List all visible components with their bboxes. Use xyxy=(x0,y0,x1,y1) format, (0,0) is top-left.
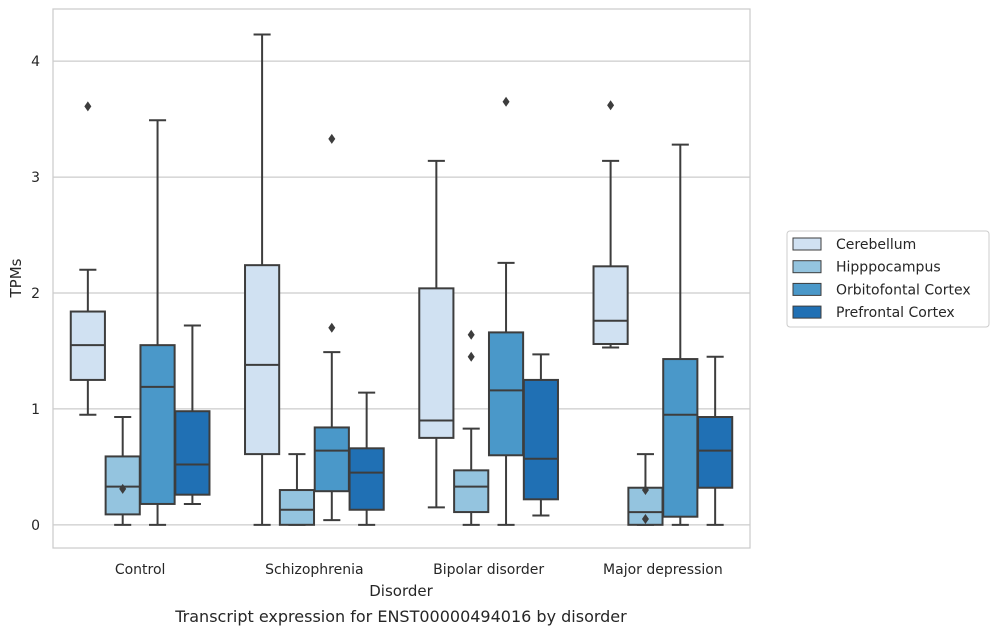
x-tick-label: Major depression xyxy=(603,562,723,578)
box xyxy=(418,287,455,439)
outlier-marker xyxy=(641,485,649,496)
outlier-marker xyxy=(84,101,92,112)
box-group xyxy=(453,329,490,526)
y-tick-label: 0 xyxy=(31,518,40,534)
legend-swatch xyxy=(792,237,822,251)
box xyxy=(487,331,525,457)
legend-label: Orbitofontal Cortex xyxy=(836,282,971,298)
outlier-marker xyxy=(328,322,336,333)
outlier-marker xyxy=(502,96,510,107)
box-groups xyxy=(69,33,734,526)
outlier-marker xyxy=(607,100,615,111)
legend-label: Hipppocampus xyxy=(836,260,941,276)
outlier-marker xyxy=(467,329,475,340)
box-group xyxy=(174,324,211,505)
box-group xyxy=(244,33,281,526)
legend: Cerebellum Hipppocampus Orbitofontal Corte… xyxy=(786,230,990,328)
box xyxy=(278,489,316,526)
box xyxy=(139,344,176,505)
box xyxy=(174,410,211,496)
y-tick-label: 2 xyxy=(31,286,40,302)
outlier-marker xyxy=(119,483,127,494)
box xyxy=(592,265,629,345)
outlier-marker xyxy=(641,514,649,525)
box-group xyxy=(313,133,350,522)
legend-label: Cerebellum xyxy=(836,237,916,253)
x-tick-label: Control xyxy=(115,562,166,578)
box xyxy=(522,378,559,501)
outlier-marker xyxy=(467,351,475,362)
box-group xyxy=(104,416,141,526)
legend-frame xyxy=(786,230,990,328)
box-group xyxy=(348,391,385,526)
x-tick-labels: Control Schizophrenia Bipolar disorder Majo… xyxy=(115,562,723,578)
x-axis-title: Disorder xyxy=(369,582,433,600)
outlier-marker xyxy=(328,133,336,144)
legend-label: Prefrontal Cortex xyxy=(836,305,955,321)
y-tick-label: 1 xyxy=(31,402,40,418)
x-tick-label: Schizophrenia xyxy=(265,562,363,578)
box xyxy=(348,447,385,511)
legend-swatch xyxy=(792,282,822,296)
box-group xyxy=(592,100,629,349)
y-tick-label: 4 xyxy=(31,54,40,70)
y-axis-title: TPMs xyxy=(7,258,25,298)
box xyxy=(313,426,350,493)
legend-swatch xyxy=(792,260,822,274)
box-group xyxy=(522,353,559,517)
box xyxy=(453,469,490,514)
x-tick-label: Bipolar disorder xyxy=(433,562,544,578)
box-group xyxy=(278,453,316,526)
chart-caption: Transcript expression for ENST0000049401… xyxy=(174,607,627,626)
box-group xyxy=(697,355,734,526)
box-group xyxy=(662,143,699,526)
box-group xyxy=(69,101,106,416)
y-tick-label: 3 xyxy=(31,170,40,186)
box-group xyxy=(418,159,455,509)
box xyxy=(244,264,281,456)
legend-swatch xyxy=(792,305,822,319)
box xyxy=(697,416,734,489)
y-tick-labels: 0 1 2 3 4 xyxy=(31,54,40,534)
box xyxy=(662,358,699,518)
